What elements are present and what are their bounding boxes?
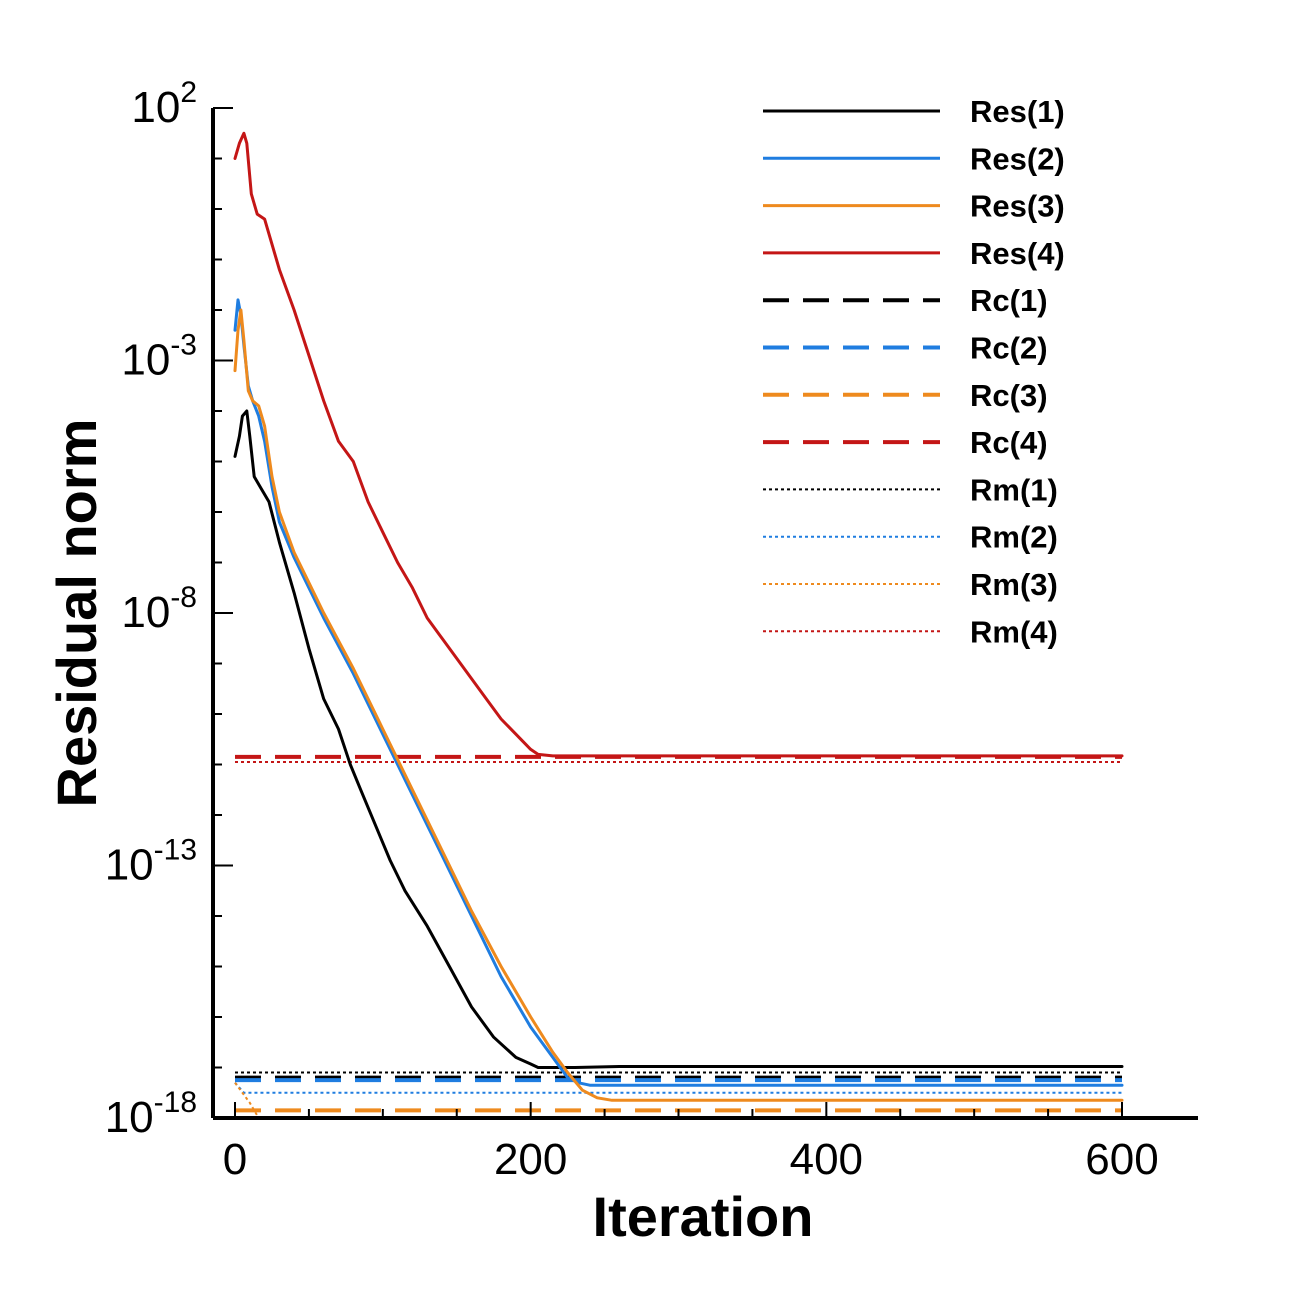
legend-item: Rm(4) — [763, 614, 1058, 649]
series-rm3 — [234, 1082, 262, 1120]
legend-label: Res(4) — [970, 236, 1065, 271]
legend-item: Res(4) — [763, 236, 1065, 271]
legend-item: Rm(2) — [763, 520, 1058, 555]
legend-item: Rc(3) — [763, 378, 1048, 413]
y-tick-base: 10 — [105, 841, 154, 890]
legend-label: Rc(2) — [970, 331, 1048, 366]
y-tick-label: 10-18 — [105, 1086, 197, 1142]
legend-item: Res(2) — [763, 141, 1065, 176]
legend-label: Rc(4) — [970, 425, 1048, 460]
y-tick-base: 10 — [131, 83, 180, 132]
y-tick-exponent: -8 — [170, 581, 197, 614]
series-res4 — [233, 131, 1124, 758]
legend-label: Res(2) — [970, 141, 1065, 176]
x-tick-label: 0 — [223, 1135, 247, 1184]
legend-label: Rc(3) — [970, 378, 1048, 413]
x-tick-label: 400 — [790, 1135, 863, 1184]
legend-label: Rm(2) — [970, 520, 1058, 555]
y-tick-base: 10 — [121, 336, 170, 385]
series-res1 — [233, 409, 1124, 1069]
legend-item: Rc(2) — [763, 331, 1048, 366]
y-tick-label: 102 — [131, 76, 197, 132]
series-res3 — [233, 308, 1124, 1102]
x-axis-title: Iteration — [593, 1185, 814, 1248]
y-tick-exponent: -13 — [154, 834, 197, 867]
legend-item: Rm(3) — [763, 567, 1058, 602]
y-tick-exponent: 2 — [180, 76, 197, 109]
series-rm2 — [234, 1082, 1122, 1094]
legend-label: Rc(1) — [970, 283, 1048, 318]
y-tick-label: 10-3 — [121, 329, 197, 385]
legend-item: Rc(4) — [763, 425, 1048, 460]
x-tick-label: 600 — [1085, 1135, 1158, 1184]
y-tick-base: 10 — [121, 588, 170, 637]
y-tick-label: 10-13 — [105, 834, 197, 890]
legend: Res(1) Res(2) Res(3) Res(4) Rc(1) Rc(2) Rc(3) R… — [763, 94, 1065, 649]
legend-item: Rm(1) — [763, 472, 1058, 507]
y-tick-label: 10-8 — [121, 581, 197, 637]
series-res2 — [233, 298, 1124, 1087]
y-tick-exponent: -3 — [170, 329, 197, 362]
legend-label: Res(1) — [970, 94, 1065, 129]
legend-item: Res(1) — [763, 94, 1065, 129]
legend-item: Res(3) — [763, 189, 1065, 224]
legend-label: Res(3) — [970, 189, 1065, 224]
legend-item: Rc(1) — [763, 283, 1048, 318]
legend-label: Rm(4) — [970, 614, 1058, 649]
legend-label: Rm(3) — [970, 567, 1058, 602]
legend-label: Rm(1) — [970, 472, 1058, 507]
y-axis-title: Residual norm — [45, 419, 108, 808]
y-tick-exponent: -18 — [154, 1086, 197, 1119]
y-tick-base: 10 — [105, 1093, 154, 1142]
x-tick-label: 200 — [494, 1135, 567, 1184]
